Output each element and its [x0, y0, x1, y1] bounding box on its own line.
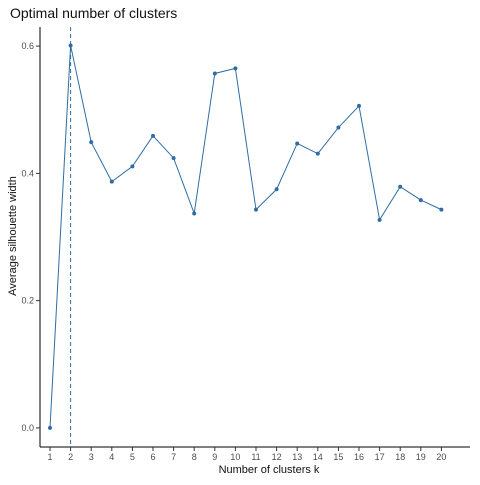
data-point [192, 211, 197, 216]
data-point [130, 164, 135, 169]
y-axis-label: Average silhouette width [7, 176, 19, 296]
x-tick-label: 15 [333, 452, 343, 462]
x-tick-label: 5 [130, 452, 135, 462]
data-point [171, 156, 176, 161]
x-tick-label: 20 [436, 452, 446, 462]
data-point [418, 198, 423, 203]
data-point [398, 184, 403, 189]
x-tick-label: 4 [109, 452, 114, 462]
data-point [109, 179, 114, 184]
data-point [68, 43, 73, 48]
data-point [89, 140, 94, 145]
y-tick-label: 0.6 [21, 41, 34, 51]
x-tick-label: 17 [375, 452, 385, 462]
y-tick-label: 0.4 [21, 168, 34, 178]
data-point [439, 207, 444, 212]
chart-title: Optimal number of clusters [10, 5, 177, 21]
data-point [212, 71, 217, 76]
x-tick-label: 8 [192, 452, 197, 462]
x-tick-label: 3 [89, 452, 94, 462]
x-tick-label: 12 [272, 452, 282, 462]
data-point [151, 133, 155, 138]
data-point [357, 103, 361, 108]
x-tick-label: 9 [212, 452, 217, 462]
y-tick-label: 0.0 [21, 423, 34, 433]
x-tick-label: 13 [292, 452, 302, 462]
data-point [295, 141, 300, 146]
data-point [233, 66, 238, 71]
x-tick-label: 10 [230, 452, 240, 462]
x-tick-label: 6 [150, 452, 155, 462]
x-tick-label: 11 [251, 452, 260, 462]
x-tick-label: 1 [47, 452, 52, 462]
data-point [315, 151, 320, 156]
x-tick-label: 7 [171, 452, 176, 462]
data-point [48, 425, 52, 430]
x-tick-label: 18 [395, 452, 405, 462]
series-line [49, 45, 442, 428]
x-tick-label: 16 [354, 452, 364, 462]
x-tick-label: 2 [68, 452, 73, 462]
data-point [336, 125, 341, 130]
data-point [254, 207, 258, 212]
x-tick-label: 14 [313, 452, 323, 462]
x-tick-label: 19 [416, 452, 426, 462]
data-point [377, 217, 382, 222]
x-axis-label: Number of clusters k [219, 464, 320, 476]
y-tick-label: 0.2 [21, 296, 34, 306]
plot-area: 0.00.20.40.61 2 3 4 5 6 7 8 9 10 11 12 13 14 15 16 17 18 1… [21, 27, 470, 462]
data-point [274, 187, 279, 192]
